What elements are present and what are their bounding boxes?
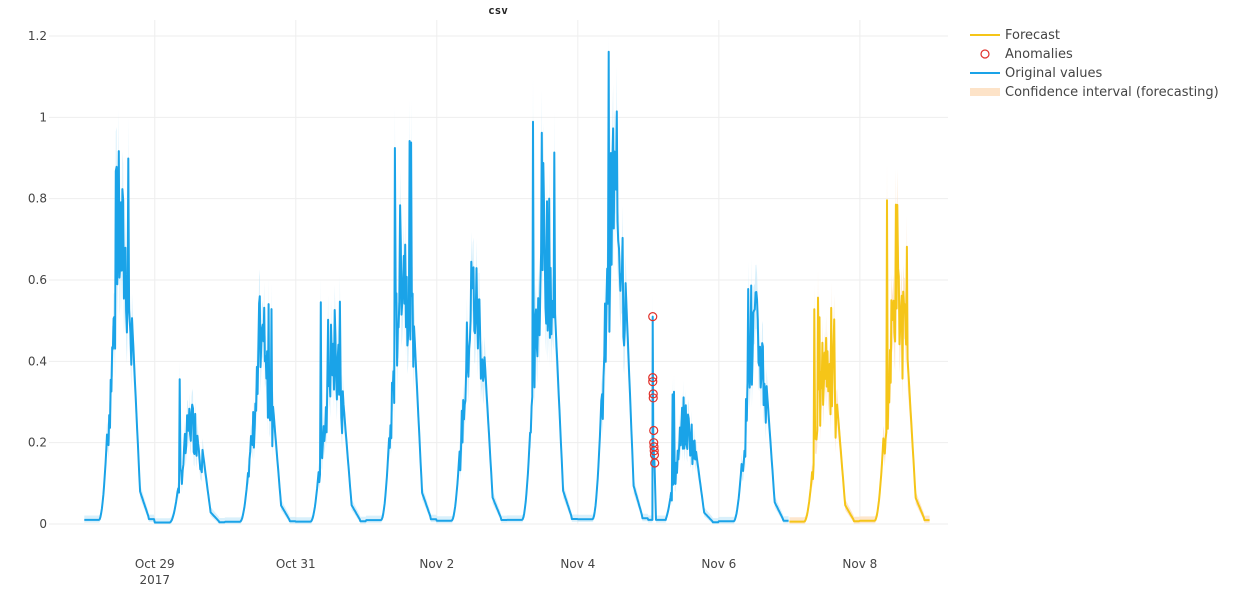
anomaly-marker [648,377,658,387]
legend-item[interactable]: Confidence interval (forecasting) [970,85,1219,100]
legend-label: Original values [1005,66,1103,81]
y-tick-label: 1 [39,110,47,124]
legend-label: Forecast [1005,28,1060,43]
y-tick-label: 0.4 [28,354,47,368]
anomaly-markers [648,312,660,468]
y-tick-label: 0 [39,517,47,531]
x-tick-sublabel: 2017 [139,573,170,587]
y-axis: 0 0.2 0.4 0.6 0.8 1 1.2 [28,29,47,531]
legend-swatch-marker [980,49,990,59]
y-tick-label: 0.8 [28,192,47,206]
y-tick-label: 1.2 [28,29,47,43]
legend[interactable]: Forecast Anomalies Original values Confiden… [970,28,1219,100]
series-line-original-values [84,50,789,524]
chart-title: csv [488,4,508,17]
anomaly-marker [648,373,658,383]
x-tick-label: Nov 2 [419,557,454,571]
x-tick-label: Nov 4 [560,557,595,571]
anomaly-marker [648,393,658,403]
anomaly-marker [649,425,659,436]
legend-swatch-band [970,88,1000,96]
legend-label: Confidence interval (forecasting) [1005,85,1219,100]
legend-item[interactable]: Anomalies [980,47,1073,62]
series-layer [84,50,930,524]
anomaly-marker [648,312,658,322]
legend-item[interactable]: Forecast [970,28,1060,43]
anomaly-marker [649,446,659,456]
series-line-forecast [789,199,930,523]
y-tick-label: 0.2 [28,436,47,450]
anomaly-marker [648,389,658,399]
x-tick-label: Oct 29 [135,557,175,571]
anomaly-marker [650,458,660,468]
x-tick-label: Nov 6 [701,557,736,571]
legend-item[interactable]: Original values [970,66,1103,81]
x-tick-label: Nov 8 [842,557,877,571]
x-tick-label: Oct 31 [276,557,316,571]
y-tick-label: 0.6 [28,273,47,287]
x-axis: Oct 29 2017 Oct 31 Nov 2 Nov 4 Nov 6 Nov 8 [135,557,877,587]
legend-label: Anomalies [1005,47,1073,62]
